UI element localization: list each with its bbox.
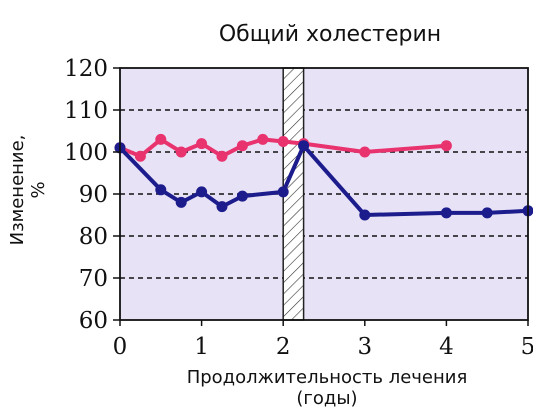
x-tick-label-2: 2 xyxy=(276,334,291,360)
series-1-point-9 xyxy=(441,207,452,218)
series-1-point-7 xyxy=(298,140,309,151)
y-tick-label-3: 90 xyxy=(79,182,108,208)
series-1-point-10 xyxy=(482,207,493,218)
series-0-point-1 xyxy=(135,151,146,162)
series-0-point-5 xyxy=(217,151,228,162)
y-tick-label-0: 60 xyxy=(79,308,108,334)
series-1-point-3 xyxy=(196,186,207,197)
x-tick-label-3: 3 xyxy=(357,334,372,360)
y-tick-label-4: 100 xyxy=(64,140,108,166)
chart-title: Общий холестерин xyxy=(219,22,441,47)
series-0-point-10 xyxy=(359,147,370,158)
series-1-point-6 xyxy=(278,186,289,197)
series-1-point-1 xyxy=(155,184,166,195)
x-tick-label-1: 1 xyxy=(194,334,209,360)
series-0-point-2 xyxy=(155,134,166,145)
series-1-point-8 xyxy=(359,210,370,221)
series-0-point-11 xyxy=(441,140,452,151)
series-1-point-2 xyxy=(176,197,187,208)
x-tick-label-5: 5 xyxy=(521,334,533,360)
series-1-point-4 xyxy=(217,201,228,212)
y-tick-label-5: 110 xyxy=(64,98,108,124)
y-axis-label-line2: % xyxy=(28,181,49,198)
series-0-point-6 xyxy=(237,140,248,151)
series-0-point-3 xyxy=(176,147,187,158)
series-0-point-4 xyxy=(196,138,207,149)
x-tick-label-0: 0 xyxy=(113,334,128,360)
series-0-point-7 xyxy=(257,134,268,145)
x-axis-label-line2: (годы) xyxy=(296,388,357,408)
x-axis-label-line1: Продолжительность лечения xyxy=(187,367,468,388)
y-tick-label-6: 120 xyxy=(64,56,108,82)
y-tick-label-2: 80 xyxy=(79,224,108,250)
y-tick-label-1: 70 xyxy=(79,266,108,292)
series-0-point-8 xyxy=(278,136,289,147)
series-1-point-5 xyxy=(237,191,248,202)
y-axis-label-line1: Изменение, xyxy=(7,135,28,246)
x-tick-label-4: 4 xyxy=(439,334,454,360)
